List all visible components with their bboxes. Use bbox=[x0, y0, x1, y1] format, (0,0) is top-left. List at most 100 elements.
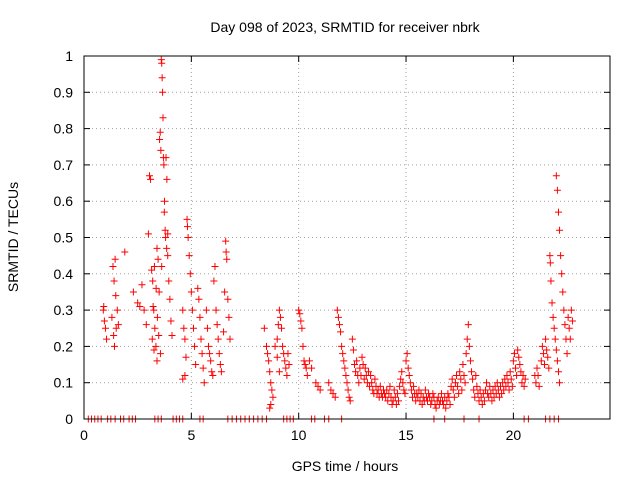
data-point bbox=[517, 368, 525, 376]
y-tick-label: 0.3 bbox=[54, 302, 74, 318]
y-tick-label: 0.1 bbox=[54, 375, 74, 391]
data-point bbox=[109, 263, 117, 271]
data-point bbox=[352, 368, 360, 376]
data-point bbox=[166, 295, 174, 303]
data-point bbox=[113, 306, 121, 314]
data-point bbox=[366, 382, 374, 390]
data-point bbox=[197, 335, 205, 343]
data-point bbox=[103, 335, 111, 343]
data-point bbox=[161, 226, 169, 234]
data-point bbox=[180, 324, 188, 332]
data-point bbox=[514, 346, 522, 354]
data-point bbox=[342, 371, 350, 379]
data-point bbox=[152, 342, 160, 350]
data-point bbox=[333, 306, 341, 314]
data-point bbox=[134, 299, 142, 307]
data-point bbox=[163, 175, 171, 183]
data-point bbox=[281, 357, 289, 365]
data-point bbox=[163, 244, 171, 252]
data-point bbox=[209, 371, 217, 379]
data-point bbox=[481, 386, 489, 394]
data-point bbox=[112, 292, 120, 300]
data-point bbox=[221, 288, 229, 296]
data-point bbox=[483, 379, 491, 387]
data-point bbox=[276, 313, 284, 321]
data-point bbox=[110, 277, 118, 285]
data-point bbox=[215, 350, 223, 358]
data-point bbox=[393, 390, 401, 398]
data-point bbox=[345, 393, 353, 401]
data-point bbox=[470, 386, 478, 394]
data-point bbox=[192, 361, 200, 369]
x-tick-label: 15 bbox=[398, 427, 414, 443]
data-point bbox=[549, 313, 557, 321]
data-point bbox=[468, 368, 476, 376]
data-point bbox=[188, 306, 196, 314]
data-point bbox=[509, 357, 517, 365]
data-point bbox=[547, 277, 555, 285]
data-point bbox=[154, 255, 162, 263]
data-point bbox=[359, 361, 367, 369]
data-point bbox=[512, 364, 520, 372]
data-point bbox=[391, 393, 399, 401]
data-point bbox=[148, 335, 156, 343]
data-point bbox=[262, 342, 270, 350]
y-tick-label: 0.7 bbox=[54, 157, 74, 173]
data-point bbox=[111, 255, 119, 263]
data-point bbox=[185, 252, 193, 260]
data-point bbox=[390, 386, 398, 394]
data-point bbox=[351, 361, 359, 369]
data-point bbox=[140, 306, 148, 314]
data-point bbox=[446, 400, 454, 408]
data-point bbox=[274, 321, 282, 329]
data-point bbox=[162, 234, 170, 241]
data-point bbox=[314, 382, 322, 390]
data-point bbox=[335, 321, 343, 329]
data-point bbox=[554, 208, 562, 216]
data-point bbox=[182, 353, 190, 361]
y-tick-label: 0.4 bbox=[54, 266, 74, 282]
data-point bbox=[153, 244, 161, 252]
data-point bbox=[183, 215, 191, 223]
data-point bbox=[502, 382, 510, 390]
data-point bbox=[566, 335, 574, 343]
data-point bbox=[295, 306, 303, 314]
data-point bbox=[534, 371, 542, 379]
data-point bbox=[397, 375, 405, 383]
data-point bbox=[360, 375, 368, 383]
data-point bbox=[457, 375, 465, 383]
data-point bbox=[158, 263, 166, 271]
data-point bbox=[278, 324, 286, 332]
data-point bbox=[148, 266, 156, 274]
data-point bbox=[157, 146, 165, 154]
data-point bbox=[222, 237, 230, 245]
y-tick-label: 0.6 bbox=[54, 193, 74, 209]
data-point bbox=[153, 313, 161, 321]
data-point bbox=[308, 364, 316, 372]
data-point bbox=[165, 277, 173, 285]
data-point bbox=[224, 295, 232, 303]
data-point bbox=[151, 324, 159, 332]
data-point bbox=[473, 382, 481, 390]
x-tick-label: 5 bbox=[187, 427, 195, 443]
tick-labels: 0 5 10 15 20 0 0.1 0.2 0.3 0.4 0.5 0.6 0.7 0.8 0.9 1 bbox=[54, 48, 522, 443]
data-point bbox=[156, 135, 164, 143]
data-point bbox=[349, 346, 357, 354]
data-point bbox=[515, 353, 523, 361]
y-tick-label: 1 bbox=[65, 48, 73, 64]
data-point bbox=[150, 306, 158, 314]
data-point bbox=[110, 332, 118, 340]
data-point bbox=[159, 88, 167, 96]
data-point bbox=[348, 335, 356, 343]
data-point bbox=[558, 270, 566, 278]
data-point bbox=[211, 263, 219, 271]
data-point bbox=[386, 382, 394, 390]
data-point bbox=[217, 368, 225, 376]
data-point bbox=[396, 382, 404, 390]
data-point bbox=[156, 128, 164, 136]
data-point bbox=[448, 375, 456, 383]
data-point bbox=[273, 353, 281, 361]
data-point bbox=[325, 379, 333, 387]
data-point bbox=[199, 364, 207, 372]
